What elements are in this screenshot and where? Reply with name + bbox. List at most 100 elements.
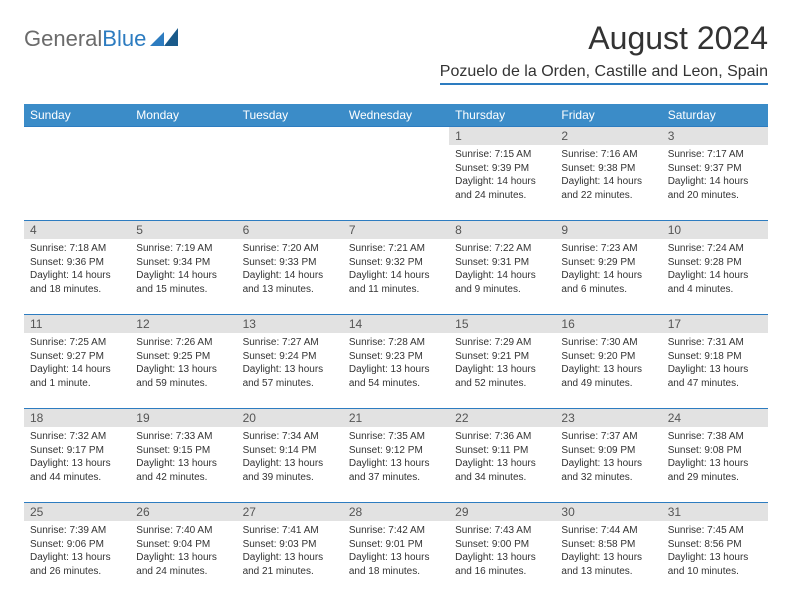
day-cell: 5Sunrise: 7:19 AMSunset: 9:34 PMDaylight… xyxy=(130,220,236,314)
day-number: 14 xyxy=(343,315,449,333)
day-number: 18 xyxy=(24,409,130,427)
month-title: August 2024 xyxy=(440,20,768,57)
day-number: 1 xyxy=(449,127,555,145)
day-details: Sunrise: 7:31 AMSunset: 9:18 PMDaylight:… xyxy=(662,333,768,393)
day-cell: 6Sunrise: 7:20 AMSunset: 9:33 PMDaylight… xyxy=(237,220,343,314)
day-cell: 2Sunrise: 7:16 AMSunset: 9:38 PMDaylight… xyxy=(555,126,661,220)
day-cell: 21Sunrise: 7:35 AMSunset: 9:12 PMDayligh… xyxy=(343,408,449,502)
day-details: Sunrise: 7:35 AMSunset: 9:12 PMDaylight:… xyxy=(343,427,449,487)
day-cell: 14Sunrise: 7:28 AMSunset: 9:23 PMDayligh… xyxy=(343,314,449,408)
day-cell: 19Sunrise: 7:33 AMSunset: 9:15 PMDayligh… xyxy=(130,408,236,502)
day-details: Sunrise: 7:33 AMSunset: 9:15 PMDaylight:… xyxy=(130,427,236,487)
day-details: Sunrise: 7:32 AMSunset: 9:17 PMDaylight:… xyxy=(24,427,130,487)
day-header-saturday: Saturday xyxy=(662,104,768,126)
day-details: Sunrise: 7:39 AMSunset: 9:06 PMDaylight:… xyxy=(24,521,130,581)
day-details: Sunrise: 7:38 AMSunset: 9:08 PMDaylight:… xyxy=(662,427,768,487)
day-details: Sunrise: 7:15 AMSunset: 9:39 PMDaylight:… xyxy=(449,145,555,205)
day-number: 9 xyxy=(555,221,661,239)
day-number: 21 xyxy=(343,409,449,427)
day-details: Sunrise: 7:45 AMSunset: 8:56 PMDaylight:… xyxy=(662,521,768,581)
day-details: Sunrise: 7:36 AMSunset: 9:11 PMDaylight:… xyxy=(449,427,555,487)
empty-cell xyxy=(237,126,343,220)
day-cell: 30Sunrise: 7:44 AMSunset: 8:58 PMDayligh… xyxy=(555,502,661,596)
day-header-thursday: Thursday xyxy=(449,104,555,126)
day-cell: 25Sunrise: 7:39 AMSunset: 9:06 PMDayligh… xyxy=(24,502,130,596)
day-number: 22 xyxy=(449,409,555,427)
day-details: Sunrise: 7:20 AMSunset: 9:33 PMDaylight:… xyxy=(237,239,343,299)
day-cell: 3Sunrise: 7:17 AMSunset: 9:37 PMDaylight… xyxy=(662,126,768,220)
day-details: Sunrise: 7:29 AMSunset: 9:21 PMDaylight:… xyxy=(449,333,555,393)
day-number: 31 xyxy=(662,503,768,521)
day-number: 11 xyxy=(24,315,130,333)
day-number: 27 xyxy=(237,503,343,521)
day-details: Sunrise: 7:21 AMSunset: 9:32 PMDaylight:… xyxy=(343,239,449,299)
day-cell: 20Sunrise: 7:34 AMSunset: 9:14 PMDayligh… xyxy=(237,408,343,502)
day-details: Sunrise: 7:19 AMSunset: 9:34 PMDaylight:… xyxy=(130,239,236,299)
day-number: 2 xyxy=(555,127,661,145)
day-cell: 9Sunrise: 7:23 AMSunset: 9:29 PMDaylight… xyxy=(555,220,661,314)
calendar-grid: SundayMondayTuesdayWednesdayThursdayFrid… xyxy=(24,104,768,596)
day-cell: 11Sunrise: 7:25 AMSunset: 9:27 PMDayligh… xyxy=(24,314,130,408)
day-details: Sunrise: 7:37 AMSunset: 9:09 PMDaylight:… xyxy=(555,427,661,487)
day-number: 28 xyxy=(343,503,449,521)
day-cell: 7Sunrise: 7:21 AMSunset: 9:32 PMDaylight… xyxy=(343,220,449,314)
day-number: 16 xyxy=(555,315,661,333)
day-header-monday: Monday xyxy=(130,104,236,126)
day-number: 24 xyxy=(662,409,768,427)
day-number: 20 xyxy=(237,409,343,427)
empty-cell xyxy=(24,126,130,220)
day-details: Sunrise: 7:27 AMSunset: 9:24 PMDaylight:… xyxy=(237,333,343,393)
day-number: 4 xyxy=(24,221,130,239)
day-number: 8 xyxy=(449,221,555,239)
day-details: Sunrise: 7:26 AMSunset: 9:25 PMDaylight:… xyxy=(130,333,236,393)
day-cell: 12Sunrise: 7:26 AMSunset: 9:25 PMDayligh… xyxy=(130,314,236,408)
empty-cell xyxy=(130,126,236,220)
day-number: 26 xyxy=(130,503,236,521)
day-number: 12 xyxy=(130,315,236,333)
day-details: Sunrise: 7:24 AMSunset: 9:28 PMDaylight:… xyxy=(662,239,768,299)
day-cell: 18Sunrise: 7:32 AMSunset: 9:17 PMDayligh… xyxy=(24,408,130,502)
day-cell: 22Sunrise: 7:36 AMSunset: 9:11 PMDayligh… xyxy=(449,408,555,502)
day-number: 25 xyxy=(24,503,130,521)
day-header-wednesday: Wednesday xyxy=(343,104,449,126)
day-details: Sunrise: 7:28 AMSunset: 9:23 PMDaylight:… xyxy=(343,333,449,393)
day-number: 3 xyxy=(662,127,768,145)
day-number: 17 xyxy=(662,315,768,333)
day-cell: 15Sunrise: 7:29 AMSunset: 9:21 PMDayligh… xyxy=(449,314,555,408)
day-number: 5 xyxy=(130,221,236,239)
day-header-friday: Friday xyxy=(555,104,661,126)
day-number: 23 xyxy=(555,409,661,427)
day-cell: 31Sunrise: 7:45 AMSunset: 8:56 PMDayligh… xyxy=(662,502,768,596)
day-details: Sunrise: 7:17 AMSunset: 9:37 PMDaylight:… xyxy=(662,145,768,205)
day-cell: 17Sunrise: 7:31 AMSunset: 9:18 PMDayligh… xyxy=(662,314,768,408)
day-details: Sunrise: 7:18 AMSunset: 9:36 PMDaylight:… xyxy=(24,239,130,299)
day-details: Sunrise: 7:42 AMSunset: 9:01 PMDaylight:… xyxy=(343,521,449,581)
logo-text-gray: General xyxy=(24,26,102,52)
location: Pozuelo de la Orden, Castille and Leon, … xyxy=(440,63,768,85)
day-details: Sunrise: 7:41 AMSunset: 9:03 PMDaylight:… xyxy=(237,521,343,581)
empty-cell xyxy=(343,126,449,220)
day-number: 6 xyxy=(237,221,343,239)
logo-text-blue: Blue xyxy=(102,26,146,52)
day-details: Sunrise: 7:44 AMSunset: 8:58 PMDaylight:… xyxy=(555,521,661,581)
day-cell: 8Sunrise: 7:22 AMSunset: 9:31 PMDaylight… xyxy=(449,220,555,314)
day-cell: 24Sunrise: 7:38 AMSunset: 9:08 PMDayligh… xyxy=(662,408,768,502)
day-cell: 29Sunrise: 7:43 AMSunset: 9:00 PMDayligh… xyxy=(449,502,555,596)
day-header-sunday: Sunday xyxy=(24,104,130,126)
day-cell: 16Sunrise: 7:30 AMSunset: 9:20 PMDayligh… xyxy=(555,314,661,408)
day-number: 19 xyxy=(130,409,236,427)
day-details: Sunrise: 7:16 AMSunset: 9:38 PMDaylight:… xyxy=(555,145,661,205)
logo-icon xyxy=(150,26,178,52)
day-details: Sunrise: 7:30 AMSunset: 9:20 PMDaylight:… xyxy=(555,333,661,393)
header: August 2024 Pozuelo de la Orden, Castill… xyxy=(440,20,768,85)
day-details: Sunrise: 7:23 AMSunset: 9:29 PMDaylight:… xyxy=(555,239,661,299)
day-cell: 26Sunrise: 7:40 AMSunset: 9:04 PMDayligh… xyxy=(130,502,236,596)
day-number: 7 xyxy=(343,221,449,239)
day-cell: 10Sunrise: 7:24 AMSunset: 9:28 PMDayligh… xyxy=(662,220,768,314)
day-cell: 1Sunrise: 7:15 AMSunset: 9:39 PMDaylight… xyxy=(449,126,555,220)
day-cell: 27Sunrise: 7:41 AMSunset: 9:03 PMDayligh… xyxy=(237,502,343,596)
day-number: 29 xyxy=(449,503,555,521)
day-cell: 28Sunrise: 7:42 AMSunset: 9:01 PMDayligh… xyxy=(343,502,449,596)
day-number: 13 xyxy=(237,315,343,333)
day-details: Sunrise: 7:34 AMSunset: 9:14 PMDaylight:… xyxy=(237,427,343,487)
